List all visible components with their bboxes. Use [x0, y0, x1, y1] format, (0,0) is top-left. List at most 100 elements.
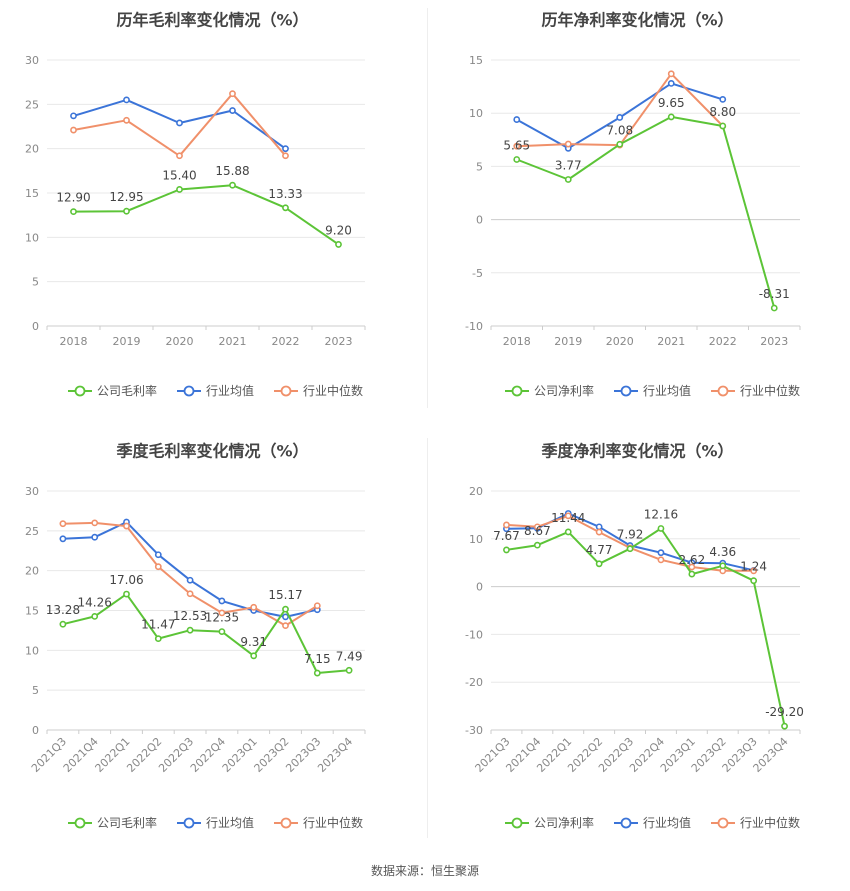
data-point — [564, 512, 572, 520]
series-line — [62, 593, 350, 674]
data-label: 15.17 — [268, 588, 302, 602]
data-label: 4.36 — [709, 545, 736, 559]
data-point — [123, 96, 130, 104]
data-point — [313, 669, 321, 677]
data-point — [176, 119, 183, 127]
y-tick-label: -30 — [465, 724, 483, 737]
data-point — [657, 525, 665, 532]
chart-title: 季度净利率变化情况（%） — [540, 442, 733, 461]
y-tick-label: 15 — [25, 187, 39, 200]
data-point — [176, 186, 183, 193]
data-point — [513, 142, 521, 150]
legend-marker — [717, 385, 729, 397]
data-label: 12.53 — [173, 609, 207, 623]
legend-label: 公司净利率 — [534, 383, 594, 398]
x-tick-label: 2018 — [503, 335, 531, 348]
data-point — [250, 603, 258, 611]
y-tick-label: 25 — [25, 525, 39, 538]
data-label: 7.49 — [336, 649, 363, 663]
data-point — [186, 576, 194, 584]
chart-panel-quarterly-net-margin: 季度净利率变化情况（%） -30 -20 -10 0 10 20 2021Q3 2021Q4 20… — [425, 430, 850, 860]
y-tick-label: 10 — [25, 231, 39, 244]
chart-panel-annual-net-margin: 历年净利率变化情况（%） -10 -5 0 5 10 15 2018 2019 2020 2021 2… — [425, 0, 850, 430]
data-source-note: 数据来源：恒生聚源 — [370, 864, 479, 878]
y-tick-label: 20 — [25, 143, 39, 156]
data-label: 14.26 — [78, 595, 112, 609]
data-point — [91, 533, 99, 541]
x-tick-label: 2018 — [60, 335, 88, 348]
data-label: 15.40 — [162, 168, 196, 182]
legend-item: 行业均值 — [177, 383, 254, 398]
data-point — [719, 122, 727, 130]
data-label: 12.90 — [56, 191, 90, 205]
data-point — [154, 551, 162, 559]
data-label: 7.92 — [617, 528, 644, 542]
data-point — [781, 722, 788, 730]
data-point — [186, 590, 194, 598]
data-point — [595, 523, 603, 531]
data-point — [282, 204, 289, 212]
x-tick-label: 2023 — [760, 335, 788, 348]
y-tick-label: 15 — [469, 54, 483, 67]
legend-marker — [620, 817, 632, 829]
data-label: 8.80 — [709, 105, 736, 119]
data-label: 7.08 — [606, 123, 633, 137]
data-point — [667, 113, 675, 121]
legend-marker — [717, 817, 729, 829]
y-tick-label: 20 — [25, 565, 39, 578]
data-point — [667, 80, 675, 87]
y-tick-label: 5 — [32, 276, 39, 289]
data-point — [91, 519, 99, 527]
legend-marker — [511, 385, 523, 397]
panel-divider — [427, 438, 428, 838]
legend-item: 公司净利率 — [505, 383, 594, 398]
data-label: 13.28 — [46, 603, 80, 617]
data-point — [218, 597, 226, 605]
x-tick-label: 2019 — [554, 335, 582, 348]
series-line — [506, 527, 786, 727]
data-point — [513, 116, 521, 123]
legend-label: 行业均值 — [643, 815, 691, 830]
data-point — [595, 528, 603, 536]
data-label: 4.77 — [586, 543, 613, 557]
y-tick-label: 25 — [25, 98, 39, 111]
legend-item: 行业均值 — [177, 815, 254, 830]
y-tick-label: 0 — [32, 724, 39, 737]
data-point — [657, 549, 665, 557]
data-point — [282, 605, 289, 613]
data-point — [688, 570, 696, 578]
legend-item: 行业中位数 — [274, 815, 363, 830]
chart-title: 季度毛利率变化情况（%） — [115, 442, 308, 461]
legend-item: 行业中位数 — [711, 383, 800, 398]
data-label: 11.44 — [551, 511, 585, 525]
data-point — [59, 535, 67, 543]
x-tick-label: 2020 — [166, 335, 194, 348]
legend-marker — [620, 385, 632, 397]
data-point — [564, 176, 572, 183]
y-tick-label: -5 — [472, 267, 483, 280]
y-tick-label: -20 — [465, 676, 483, 689]
y-tick-label: 10 — [469, 107, 483, 120]
data-label: 15.88 — [215, 164, 249, 178]
legend-marker — [511, 817, 523, 829]
legend-label: 行业中位数 — [303, 815, 363, 830]
legend-item: 行业均值 — [614, 815, 691, 830]
data-point — [503, 546, 510, 554]
data-point — [533, 523, 541, 531]
x-tick-label: 2022 — [272, 335, 300, 348]
data-point — [218, 609, 226, 617]
legend-item: 公司净利率 — [505, 815, 594, 830]
y-tick-label: 5 — [32, 684, 39, 697]
legend-label: 行业均值 — [206, 383, 254, 398]
legend-item: 行业中位数 — [274, 383, 363, 398]
data-point — [688, 563, 696, 571]
data-point — [70, 126, 77, 134]
data-point — [657, 556, 665, 564]
legend-item: 行业中位数 — [711, 815, 800, 830]
chart-panel-annual-gross-margin: 历年毛利率变化情况（%） 0 5 10 15 20 25 30 2018 2019 2020 2021… — [0, 0, 425, 430]
legend-item: 公司毛利率 — [68, 383, 157, 398]
data-point — [564, 528, 572, 536]
x-tick-label: 2019 — [113, 335, 141, 348]
data-label: 7.15 — [304, 652, 331, 666]
data-label: 9.20 — [325, 223, 352, 237]
